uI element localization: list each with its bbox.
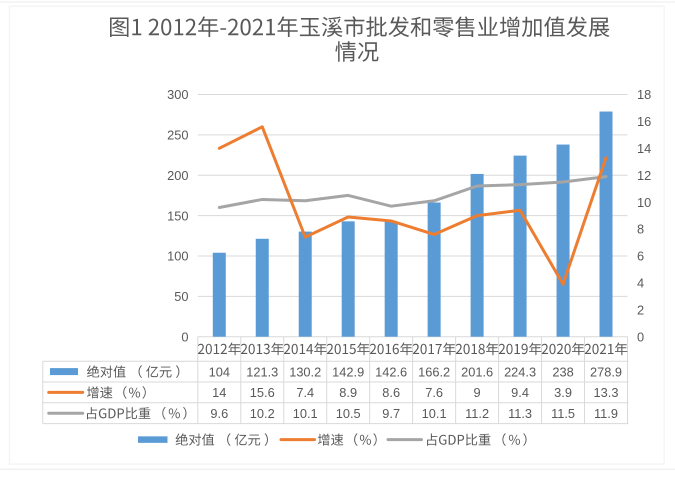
svg-text:13.3: 13.3 [594,385,619,400]
svg-text:8.6: 8.6 [382,385,400,400]
svg-text:3.9: 3.9 [554,385,572,400]
svg-text:7.4: 7.4 [296,385,314,400]
svg-text:0: 0 [181,329,188,344]
svg-text:278.9: 278.9 [590,364,622,379]
svg-text:200: 200 [167,168,188,183]
svg-text:6: 6 [637,249,644,264]
svg-text:201.6: 201.6 [461,364,493,379]
svg-text:11.3: 11.3 [508,406,532,421]
svg-text:130.2: 130.2 [289,364,321,379]
svg-text:7.6: 7.6 [425,385,443,400]
svg-text:8.9: 8.9 [339,385,357,400]
svg-text:0: 0 [637,329,644,344]
svg-text:238: 238 [552,364,573,379]
svg-text:11.5: 11.5 [551,406,575,421]
svg-text:10.1: 10.1 [422,406,447,421]
svg-text:10.1: 10.1 [293,406,318,421]
svg-text:142.9: 142.9 [332,364,364,379]
svg-text:14: 14 [637,141,651,156]
svg-text:100: 100 [167,249,188,264]
svg-text:2: 2 [637,302,644,317]
svg-text:142.6: 142.6 [375,364,407,379]
svg-text:150: 150 [167,208,188,223]
svg-text:10.5: 10.5 [336,406,361,421]
svg-text:50: 50 [174,289,188,304]
svg-text:10.2: 10.2 [250,406,275,421]
svg-text:9.4: 9.4 [511,385,529,400]
svg-text:104: 104 [209,364,230,379]
svg-text:12: 12 [637,168,651,183]
svg-text:121.3: 121.3 [246,364,278,379]
svg-text:9: 9 [474,385,481,400]
svg-text:18: 18 [637,87,651,102]
svg-text:11.9: 11.9 [594,406,618,421]
svg-text:250: 250 [167,128,188,143]
svg-text:16: 16 [637,114,651,129]
svg-text:9.6: 9.6 [210,406,228,421]
svg-text:9.7: 9.7 [382,406,400,421]
svg-text:10: 10 [637,195,651,210]
svg-text:300: 300 [167,87,188,102]
svg-text:8: 8 [637,222,644,237]
svg-text:166.2: 166.2 [418,364,450,379]
svg-text:14: 14 [212,385,226,400]
svg-text:224.3: 224.3 [504,364,536,379]
svg-text:11.2: 11.2 [465,406,489,421]
svg-text:4: 4 [637,276,644,291]
svg-text:15.6: 15.6 [250,385,275,400]
